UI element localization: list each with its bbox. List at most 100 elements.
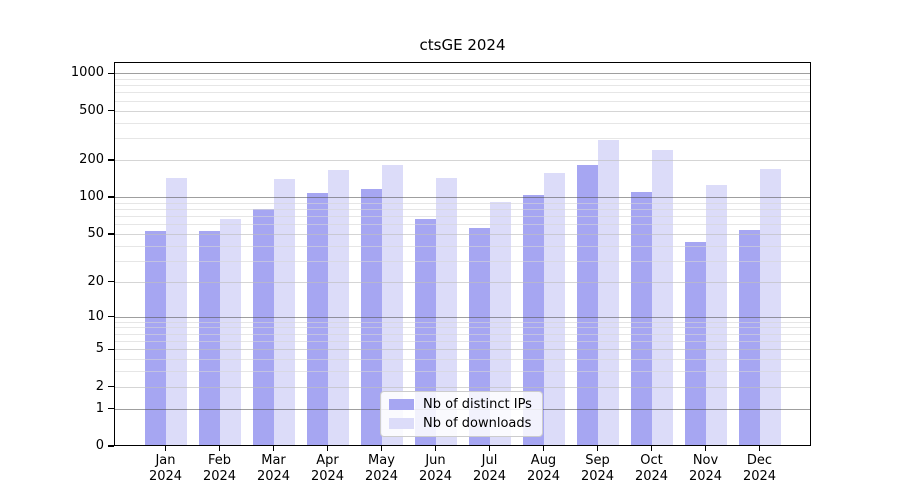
bar-distinct-ips-feb <box>198 230 220 446</box>
gridline-minor <box>114 333 811 335</box>
gridline-minor <box>114 122 811 124</box>
x-tick-label-year: 2024 <box>580 469 615 484</box>
gridline <box>114 281 811 283</box>
x-tick-label-year: 2024 <box>526 469 561 484</box>
y-tick-mark <box>108 233 114 235</box>
x-tick-label-month: Sep <box>585 453 610 468</box>
x-tick-mark <box>326 446 329 451</box>
gridline-minor <box>114 327 811 329</box>
x-tick-mark <box>704 446 707 451</box>
x-tick-label: Nov 2024 <box>676 453 736 485</box>
x-tick-label-year: 2024 <box>742 469 777 484</box>
bar-distinct-ips-sep <box>576 164 598 446</box>
gridline-minor <box>114 260 811 262</box>
y-tick-label: 0 <box>95 438 104 453</box>
bar-distinct-ips-jun <box>414 219 436 446</box>
gridline <box>114 233 811 235</box>
bar-distinct-ips-jan <box>144 230 166 446</box>
gridline <box>114 197 811 198</box>
x-tick-label-year: 2024 <box>634 469 669 484</box>
x-tick-label-year: 2024 <box>418 469 453 484</box>
x-tick-label: Jan 2024 <box>136 453 196 485</box>
x-tick-mark <box>596 446 599 451</box>
bar-downloads-nov <box>705 185 727 446</box>
bar-downloads-may <box>381 164 403 446</box>
bar-downloads-feb <box>219 219 241 446</box>
y-tick-label: 1000 <box>70 65 104 81</box>
y-tick-label: 200 <box>79 151 104 167</box>
gridline-minor <box>114 321 811 323</box>
x-tick-label: Feb 2024 <box>190 453 250 485</box>
gridline <box>114 349 811 351</box>
y-tick-mark <box>108 445 114 447</box>
gridline-minor <box>114 78 811 80</box>
gridline-minor <box>114 224 811 226</box>
y-tick-mark <box>108 159 114 161</box>
gridline-minor <box>114 202 811 204</box>
x-tick-label-year: 2024 <box>364 469 399 484</box>
x-tick-label: Jul 2024 <box>460 453 520 485</box>
bar-downloads-dec <box>759 169 781 446</box>
legend-item-distinct-ips: Nb of distinct IPs <box>389 396 532 413</box>
bar-downloads-sep <box>597 139 619 446</box>
gridline <box>114 110 811 112</box>
x-tick-label-month: Jun <box>425 453 446 468</box>
bar-distinct-ips-dec <box>738 229 760 446</box>
gridline-minor <box>114 138 811 140</box>
y-tick-label: 1 <box>95 400 104 416</box>
legend-swatch-distinct-ips <box>389 399 414 410</box>
x-tick-label: May 2024 <box>352 453 412 485</box>
x-tick-label-month: Aug <box>530 453 557 468</box>
x-tick-label-year: 2024 <box>148 469 183 484</box>
y-tick-label: 50 <box>87 225 104 241</box>
x-tick-mark <box>272 446 275 451</box>
gridline <box>114 159 811 161</box>
x-tick-label-month: Feb <box>207 453 232 468</box>
bar-downloads-aug <box>543 172 565 446</box>
x-tick-label: Mar 2024 <box>244 453 304 485</box>
gridline-minor <box>114 359 811 361</box>
x-tick-label-month: Jan <box>155 453 176 468</box>
x-tick-label-month: Jul <box>481 453 498 468</box>
y-tick-mark <box>108 348 114 351</box>
x-tick-label-month: Oct <box>640 453 663 468</box>
x-tick-label-year: 2024 <box>310 469 345 484</box>
x-tick-label: Apr 2024 <box>298 453 358 485</box>
bar-downloads-oct <box>651 150 673 446</box>
x-tick-mark <box>164 446 167 451</box>
x-tick-mark <box>758 446 761 451</box>
y-tick-label: 2 <box>95 378 104 394</box>
gridline-minor <box>114 85 811 87</box>
bar-downloads-mar <box>273 179 295 446</box>
gridline <box>114 316 811 318</box>
x-tick-mark <box>434 446 437 451</box>
x-tick-label-year: 2024 <box>256 469 291 484</box>
x-tick-label: Sep 2024 <box>568 453 628 485</box>
legend-label-downloads: Nb of downloads <box>423 416 532 431</box>
y-tick-mark <box>108 386 114 388</box>
gridline <box>114 73 811 75</box>
legend-swatch-downloads <box>389 418 414 429</box>
bar-distinct-ips-aug <box>522 194 544 446</box>
legend-item-downloads: Nb of downloads <box>389 415 532 432</box>
gridline <box>114 386 811 388</box>
y-tick-mark <box>108 281 114 283</box>
y-tick-mark <box>108 72 114 74</box>
gridline-minor <box>114 341 811 343</box>
gridline-minor <box>114 245 811 247</box>
y-tick-label: 100 <box>79 189 104 204</box>
x-tick-label: Aug 2024 <box>514 453 574 485</box>
x-tick-mark <box>218 446 221 451</box>
bar-distinct-ips-apr <box>306 193 328 446</box>
x-tick-label: Oct 2024 <box>622 453 682 485</box>
bar-downloads-jun <box>435 177 457 446</box>
y-tick-mark <box>108 196 114 198</box>
x-tick-label-month: Dec <box>746 453 773 468</box>
x-tick-label-month: Apr <box>316 453 339 468</box>
x-tick-label-month: Mar <box>261 453 286 468</box>
y-tick-label: 20 <box>87 273 104 289</box>
legend: Nb of distinct IPs Nb of downloads <box>380 391 543 437</box>
plot-area <box>114 62 811 446</box>
x-tick-label: Jun 2024 <box>406 453 466 485</box>
